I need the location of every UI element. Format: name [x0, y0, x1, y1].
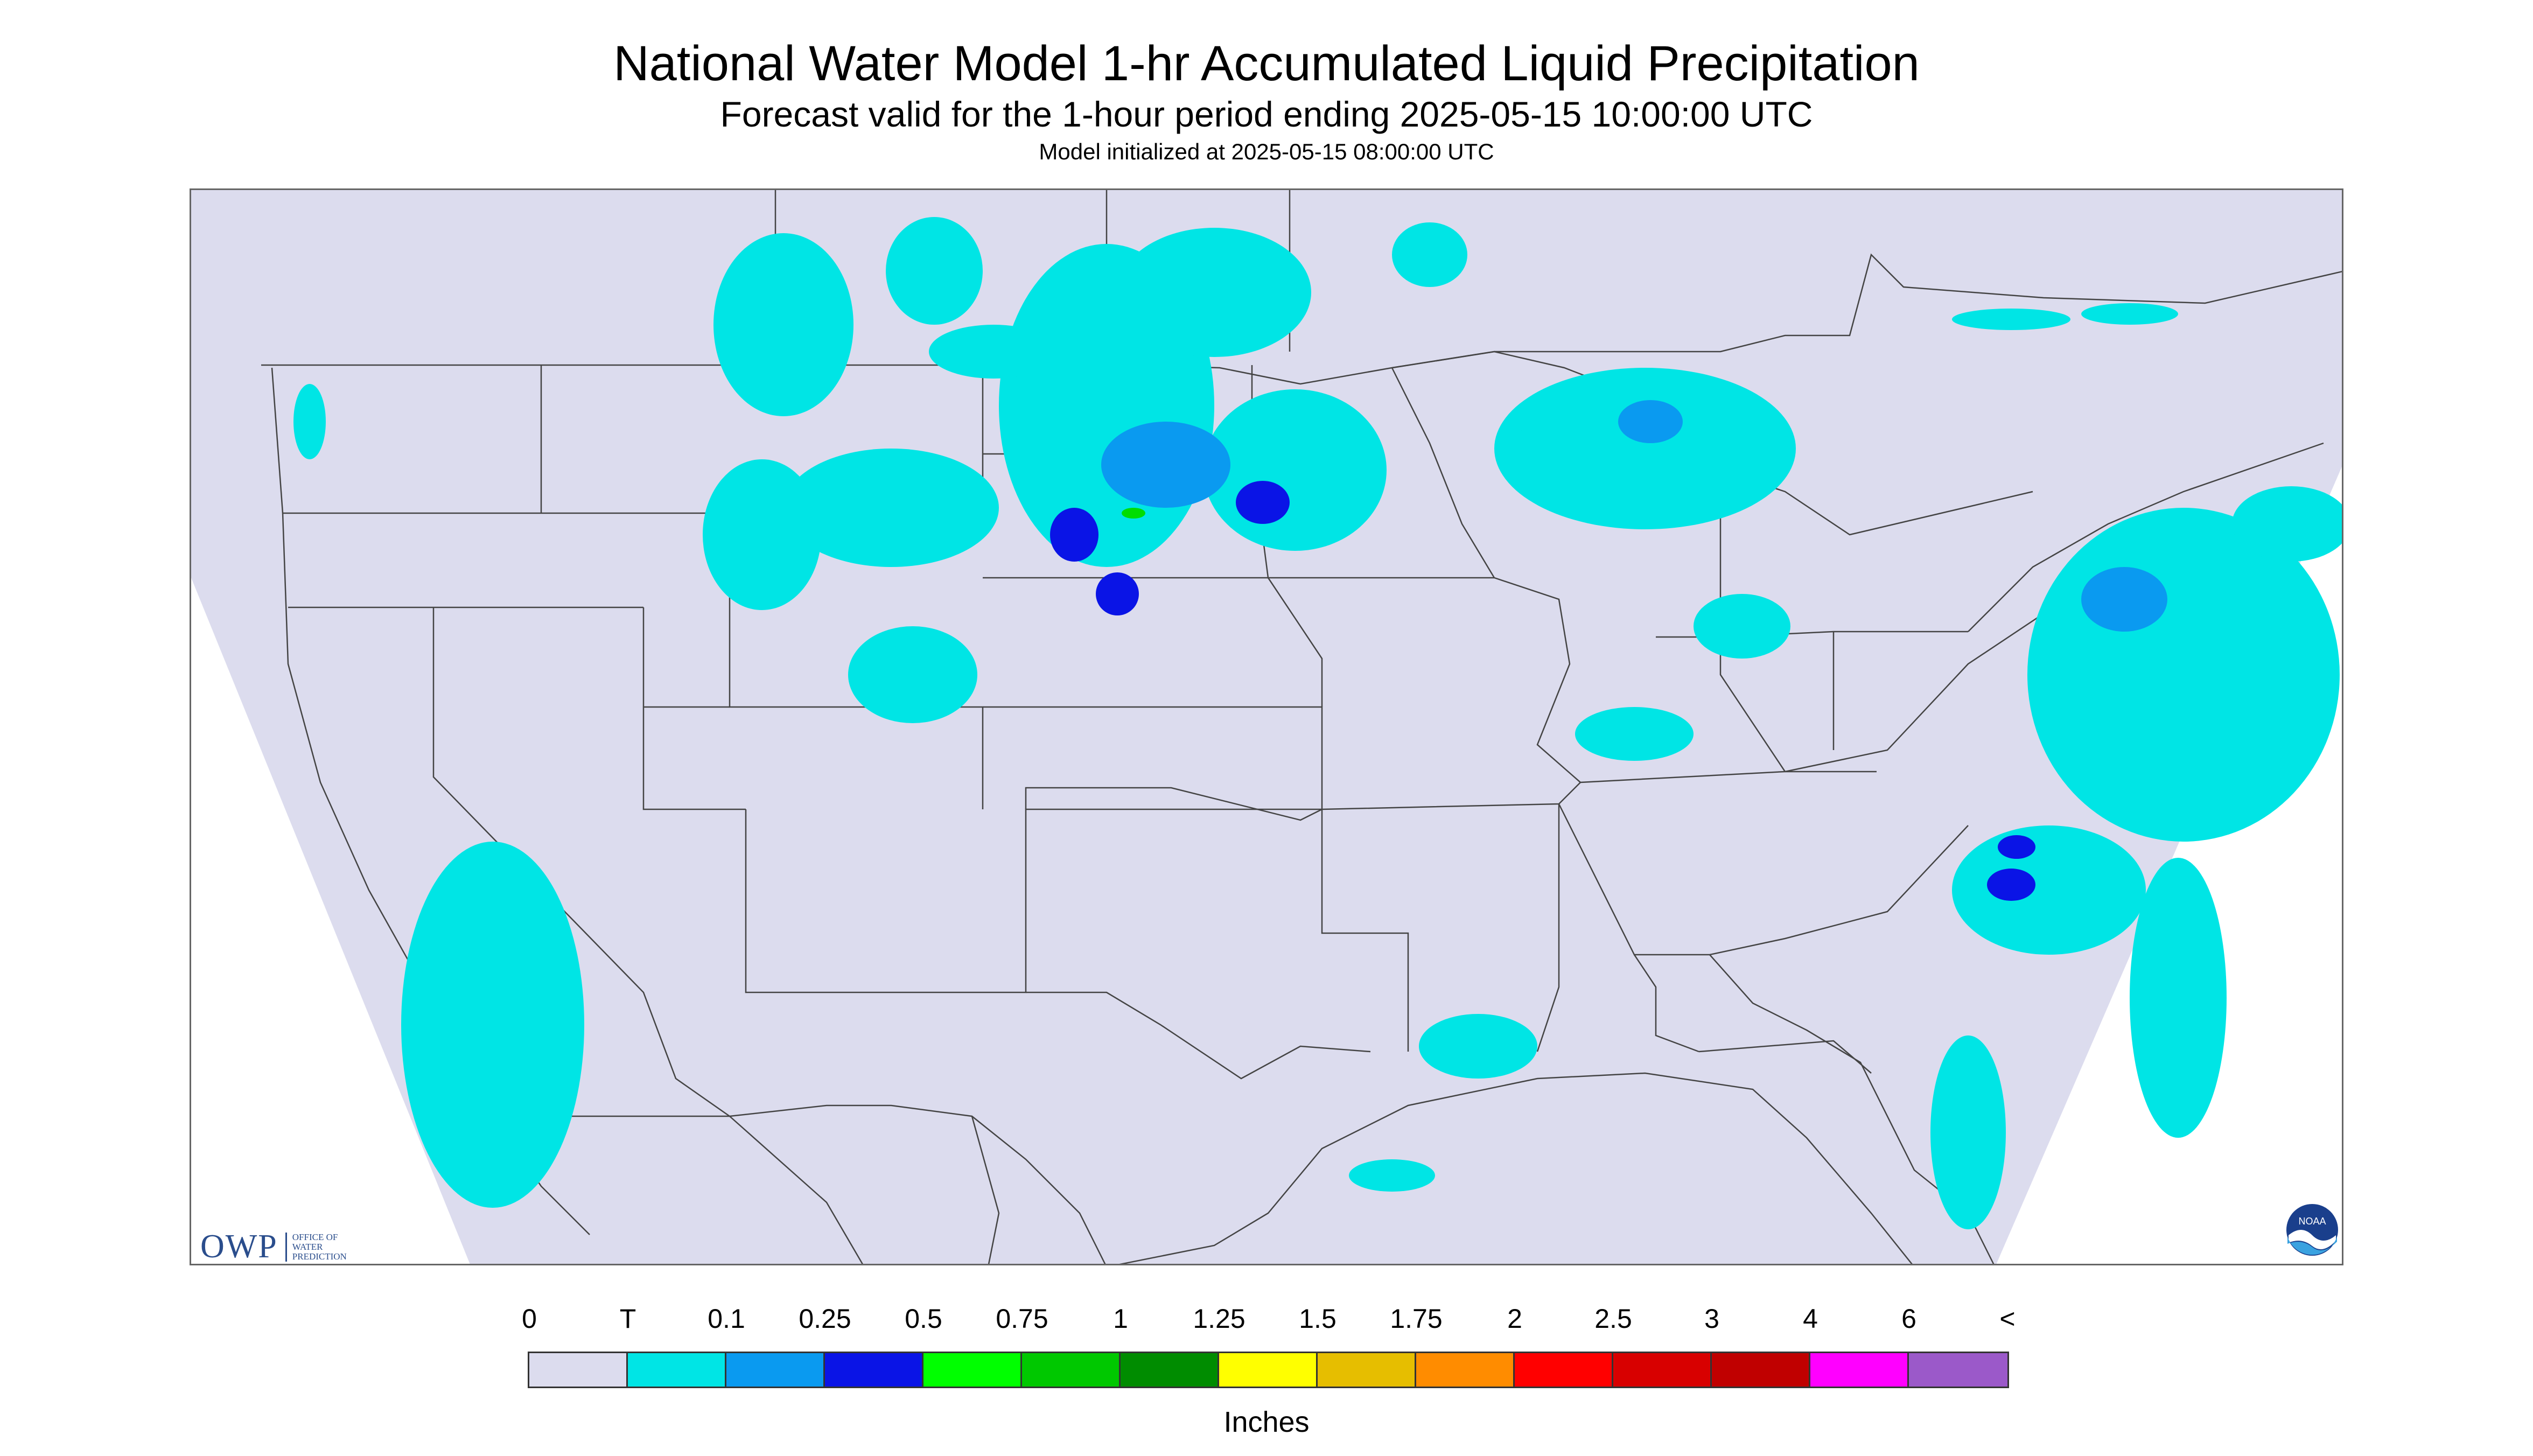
legend-swatch [726, 1353, 825, 1387]
legend-label: 0 [522, 1304, 537, 1334]
legend-label: < [1999, 1304, 2016, 1334]
legend-colorbar [528, 1352, 2009, 1388]
chart-title: National Water Model 1-hr Accumulated Li… [613, 36, 1920, 91]
model-init-line: Model initialized at 2025-05-15 08:00:00… [1039, 139, 1494, 164]
legend-label: 1.75 [1390, 1304, 1443, 1334]
model-domain [191, 190, 2342, 1264]
legend-label: T [619, 1304, 636, 1334]
legend-swatch [1219, 1353, 1318, 1387]
legend-label: 6 [1901, 1304, 1916, 1334]
owp-logo-text: OWP [200, 1228, 278, 1265]
legend-swatch [1416, 1353, 1515, 1387]
legend-swatch [628, 1353, 726, 1387]
forecast-valid-subtitle: Forecast valid for the 1-hour period end… [720, 94, 1813, 134]
legend-swatch [1121, 1353, 1219, 1387]
owp-logo: OWP OFFICE OF WATER PREDICTION [200, 1228, 368, 1266]
legend-label: 2.5 [1594, 1304, 1632, 1334]
legend-label: 4 [1803, 1304, 1818, 1334]
legend-swatch [825, 1353, 923, 1387]
legend-label: 1.5 [1299, 1304, 1337, 1334]
legend-swatch [923, 1353, 1022, 1387]
legend-label: 2 [1507, 1304, 1522, 1334]
legend-swatch [1022, 1353, 1121, 1387]
legend-label: 0.1 [708, 1304, 745, 1334]
legend-label: 0.25 [799, 1304, 851, 1334]
legend-swatch [1810, 1353, 1909, 1387]
legend-label: 0.75 [996, 1304, 1048, 1334]
precipitation-map[interactable] [190, 188, 2343, 1265]
noaa-logo: NOAA [2285, 1203, 2339, 1259]
legend-labels: 0 T 0.1 0.25 0.5 0.75 1 1.25 1.5 1.75 2 2.5 3 4 6 < [0, 1303, 2533, 1341]
legend-swatch [1613, 1353, 1712, 1387]
legend-label: 1 [1113, 1304, 1128, 1334]
legend-swatch [529, 1353, 628, 1387]
map-canvas [191, 190, 2342, 1264]
legend-swatch [1712, 1353, 1810, 1387]
owp-logo-subtext: OFFICE OF WATER PREDICTION [285, 1232, 368, 1262]
noaa-logo-text: NOAA [2298, 1216, 2326, 1227]
legend-swatch [1909, 1353, 2007, 1387]
precipitation-overlay [293, 217, 2342, 1229]
legend-swatch [1515, 1353, 1613, 1387]
legend-label: 1.25 [1193, 1304, 1245, 1334]
legend-label: 3 [1704, 1304, 1719, 1334]
legend-label: 0.5 [905, 1304, 942, 1334]
legend-swatch [1318, 1353, 1416, 1387]
legend-units: Inches [1223, 1406, 1310, 1438]
